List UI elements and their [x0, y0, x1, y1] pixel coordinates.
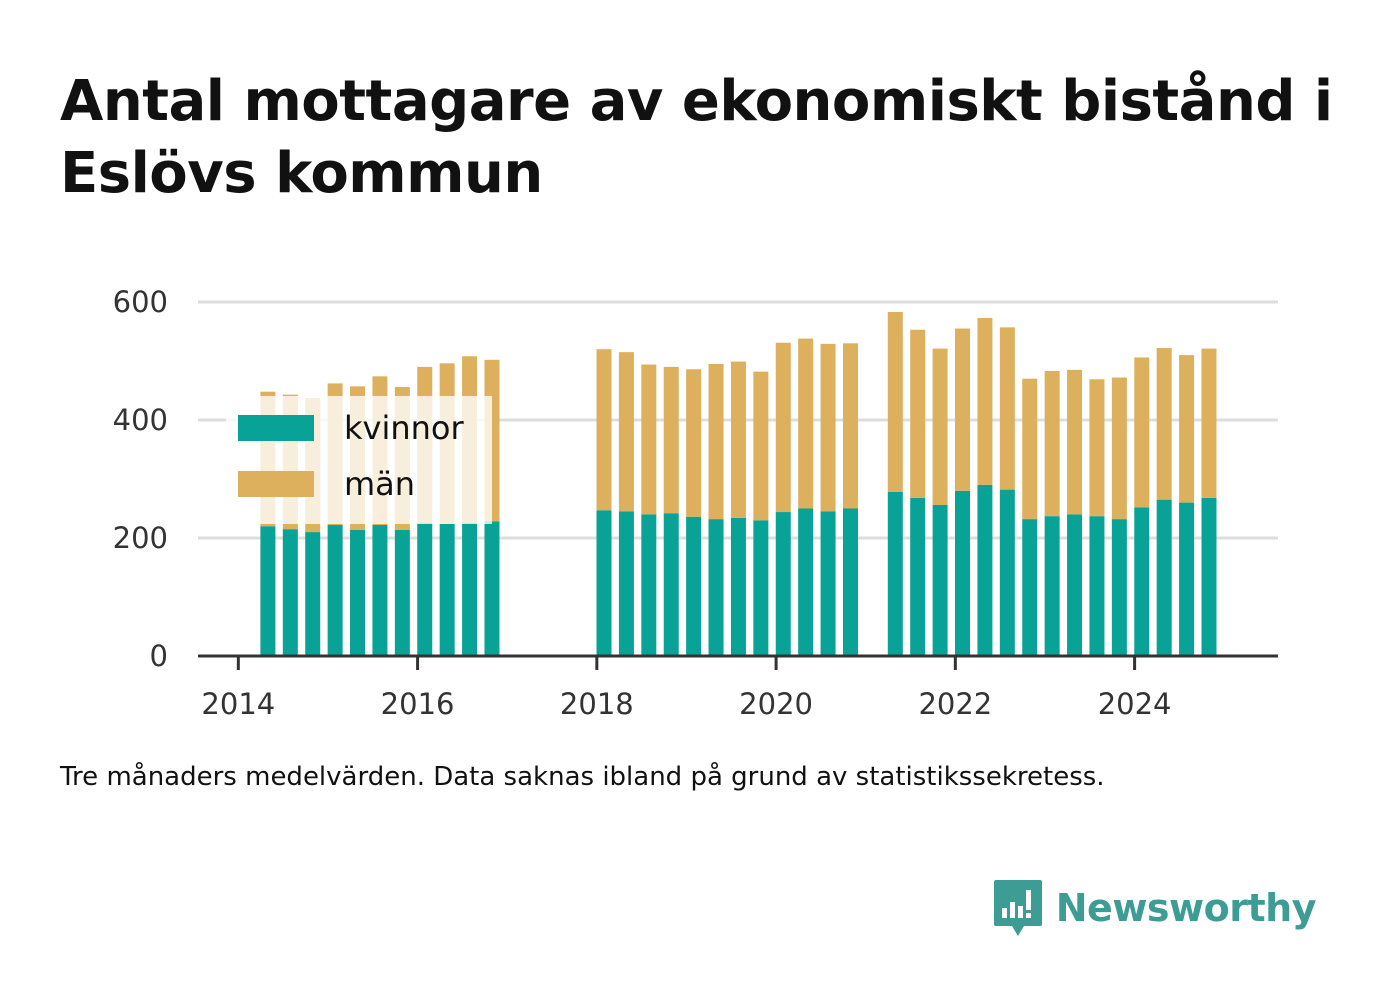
newsworthy-logo-icon — [993, 880, 1042, 936]
bar-man — [1067, 369, 1083, 515]
bar-kvinnor — [327, 525, 343, 656]
bar-kvinnor — [686, 516, 702, 656]
bar-kvinnor — [910, 497, 926, 656]
legend-label-man: män — [344, 465, 415, 503]
legend-swatch-kvinnor — [238, 415, 314, 441]
bar-man — [910, 329, 926, 498]
x-tick-label: 2024 — [1098, 687, 1172, 721]
y-tick-label: 200 — [113, 521, 168, 555]
bar-man — [775, 342, 791, 513]
bar-kvinnor — [484, 521, 500, 656]
bar-man — [1134, 357, 1150, 508]
bar-man — [1044, 371, 1060, 517]
bar-man — [708, 363, 724, 520]
bar-man — [1156, 348, 1172, 500]
bar-kvinnor — [305, 532, 321, 656]
bar-man — [999, 327, 1015, 490]
bar-kvinnor — [372, 525, 388, 656]
bar-kvinnor — [1134, 507, 1150, 656]
bar-man — [977, 317, 993, 485]
bar-kvinnor — [977, 484, 993, 656]
bar-kvinnor — [1156, 499, 1172, 656]
bar-kvinnor — [999, 489, 1015, 656]
bar-kvinnor — [753, 520, 769, 656]
bar-man — [641, 364, 657, 515]
x-tick-label: 2018 — [560, 687, 634, 721]
legend-swatch-man — [238, 471, 314, 497]
bar-man — [686, 369, 702, 517]
bar-kvinnor — [618, 511, 634, 656]
bar-kvinnor — [708, 519, 724, 656]
bar-kvinnor — [260, 526, 276, 656]
bar-man — [663, 366, 679, 514]
bar-man — [753, 371, 769, 521]
brand: Newsworthy — [992, 878, 1317, 938]
brand-name: Newsworthy — [1055, 886, 1317, 930]
bar-kvinnor — [663, 513, 679, 656]
bar-kvinnor — [932, 504, 948, 656]
y-tick-label: 0 — [150, 639, 168, 673]
stacked-bar-chart: 0 200 400 600 2014 2016 2018 2020 2022 2024 kvinn… — [113, 285, 1278, 721]
chart-note: Tre månaders medelvärden. Data saknas ib… — [60, 762, 1105, 792]
bar-man — [596, 349, 612, 511]
bar-man — [1089, 379, 1105, 517]
bar-kvinnor — [417, 522, 433, 656]
x-tick-label: 2014 — [201, 687, 275, 721]
bar-man — [1111, 377, 1127, 520]
bar-kvinnor — [820, 511, 836, 656]
bar-kvinnor — [596, 510, 612, 656]
bar-kvinnor — [955, 490, 971, 656]
bar-kvinnor — [439, 523, 455, 656]
bar-kvinnor — [887, 491, 903, 656]
x-tick-label: 2016 — [381, 687, 455, 721]
bar-man — [1022, 378, 1038, 520]
bar-man — [820, 343, 836, 512]
bar-kvinnor — [1201, 497, 1217, 656]
bar-kvinnor — [1179, 502, 1195, 656]
x-tick-label: 2020 — [739, 687, 813, 721]
bar-kvinnor — [350, 529, 366, 656]
bar-man — [842, 343, 858, 509]
bar-kvinnor — [282, 529, 298, 656]
bar-man — [887, 312, 903, 492]
y-tick-label: 400 — [113, 403, 168, 437]
bar-kvinnor — [730, 517, 746, 656]
bar-kvinnor — [842, 508, 858, 656]
bar-kvinnor — [394, 529, 410, 656]
legend: kvinnor män — [226, 396, 492, 524]
chart-title: Antal mottagare av ekonomiskt bistånd i … — [60, 69, 1333, 206]
bar-man — [1179, 355, 1195, 503]
axes: 0 200 400 600 2014 2016 2018 2020 2022 2024 — [113, 285, 1278, 721]
bar-man — [618, 352, 634, 512]
bar-kvinnor — [798, 508, 814, 656]
bar-kvinnor — [1022, 519, 1038, 656]
bar-man — [932, 348, 948, 505]
bar-man — [955, 328, 971, 491]
legend-label-kvinnor: kvinnor — [344, 409, 465, 447]
bar-kvinnor — [641, 514, 657, 656]
bar-man — [1201, 348, 1217, 498]
bar-man — [798, 338, 814, 509]
bar-kvinnor — [462, 522, 478, 656]
y-tick-label: 600 — [113, 285, 168, 319]
bar-kvinnor — [1111, 519, 1127, 656]
bar-kvinnor — [1089, 516, 1105, 656]
bar-kvinnor — [1067, 514, 1083, 656]
bar-kvinnor — [775, 512, 791, 656]
bar-man — [730, 361, 746, 518]
x-tick-label: 2022 — [918, 687, 992, 721]
bar-kvinnor — [1044, 516, 1060, 656]
